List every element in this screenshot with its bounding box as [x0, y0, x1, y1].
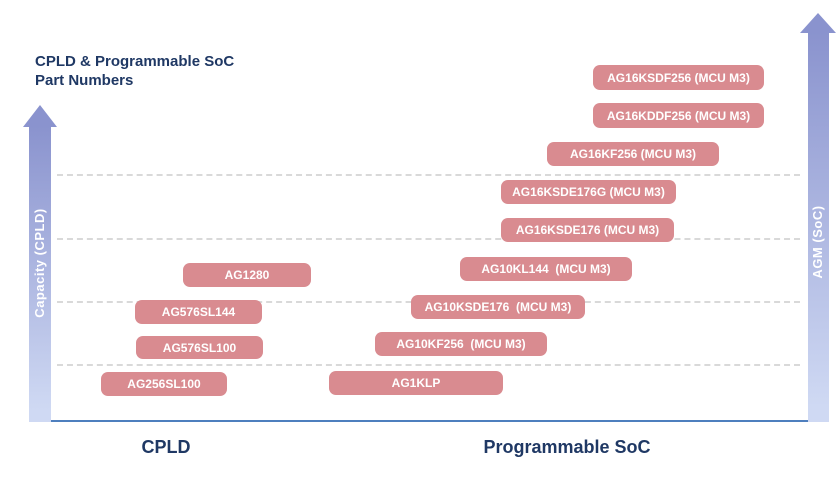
- part-number-bar: AG256SL100: [101, 372, 227, 396]
- part-number-bar: AG16KSDE176G (MCU M3): [501, 180, 676, 204]
- part-number-bar: AG16KF256 (MCU M3): [547, 142, 719, 166]
- left-axis-arrow: [29, 126, 51, 422]
- group-label-cpld: CPLD: [141, 437, 191, 457]
- page-title: CPLD & Programmable SoC Part Numbers: [35, 52, 234, 90]
- right-axis-arrow-up-icon: [800, 13, 836, 33]
- part-number-bar: AG576SL144: [135, 300, 262, 324]
- part-number-bar: AG16KSDF256 (MCU M3): [593, 65, 764, 90]
- part-number-bar: AG16KSDE176 (MCU M3): [501, 218, 674, 242]
- page-title-line-2: Part Numbers: [35, 72, 134, 89]
- part-number-bar: AG10KSDE176 (MCU M3): [411, 295, 585, 319]
- page-title-line-1: CPLD & Programmable SoC: [35, 53, 235, 70]
- right-axis-arrow: [808, 32, 829, 422]
- part-number-bar: AG576SL100: [136, 336, 263, 359]
- baseline: [29, 420, 828, 422]
- left-axis-arrow-up-icon: [23, 105, 57, 127]
- part-number-bar: AG10KF256 (MCU M3): [375, 332, 547, 356]
- agm-soc-axis-label: AGM (SoC): [810, 205, 825, 279]
- capacity-cpld-axis-label: Capacity (CPLD): [32, 208, 47, 318]
- gridline: [57, 238, 800, 240]
- group-label-programmable-soc: Programmable SoC: [483, 437, 651, 457]
- part-number-bar: AG1KLP: [329, 371, 503, 395]
- part-number-bar: AG10KL144 (MCU M3): [460, 257, 632, 281]
- part-number-bar: AG1280: [183, 263, 311, 287]
- gridline: [57, 364, 800, 366]
- part-number-bar: AG16KDDF256 (MCU M3): [593, 103, 764, 128]
- gridline: [57, 174, 800, 176]
